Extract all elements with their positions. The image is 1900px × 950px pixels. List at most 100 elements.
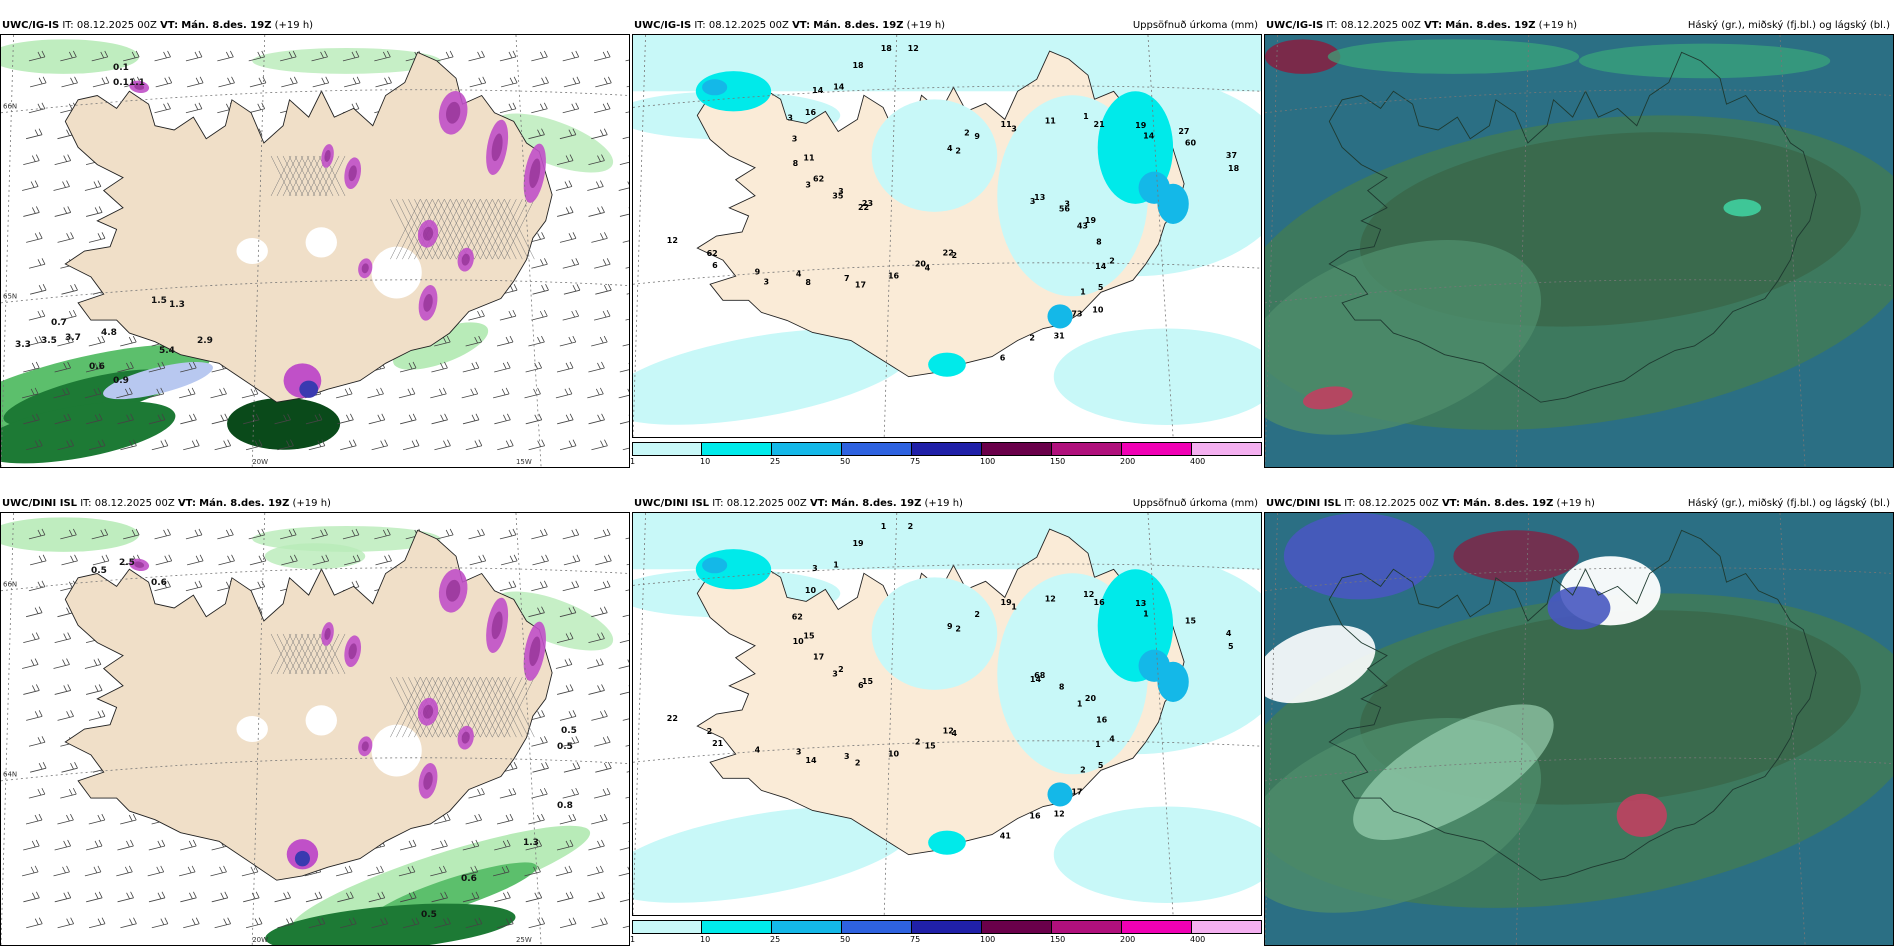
wind-value-label: 0.8 <box>557 801 573 811</box>
lead-time: (+19 h) <box>1556 498 1595 509</box>
precip-value-label: 5 <box>1098 283 1104 292</box>
colorbar-tick-label: 50 <box>840 457 851 466</box>
precip-value-label: 62 <box>813 175 824 184</box>
precip-value-label: 12 <box>908 44 919 53</box>
precip-value-label: 4 <box>947 144 953 153</box>
colorbar-tick-label: 10 <box>700 935 711 944</box>
model-name: UWC/IG-IS <box>634 20 692 31</box>
init-time: 08.12.2025 00Z <box>708 20 789 31</box>
panel-wind-dini: UWC/DINI ISL IT: 08.12.2025 00Z VT: Mán.… <box>0 496 630 946</box>
precip-value-label: 14 <box>805 756 817 765</box>
precip-value-label: 22 <box>858 203 869 212</box>
precip-value-label: 2 <box>974 610 980 619</box>
map-cloud-top[interactable] <box>1264 34 1894 468</box>
init-time: 08.12.2025 00Z <box>76 20 157 31</box>
model-name: UWC/DINI ISL <box>634 498 710 509</box>
precip-value-label: 2 <box>955 146 961 155</box>
wind-value-label: 0.1 <box>113 78 129 88</box>
precip-value-label: 10 <box>888 749 900 758</box>
precip-value-label: 3 <box>796 747 802 756</box>
precip-value-label: 17 <box>1071 788 1082 797</box>
map-precip-bottom[interactable]: 14 3 2 2 2 1 2 1 1 2 1 16 15 5 3 2 1 15 16 12 10 8 4 2 17 17 15 10 1… <box>632 512 1262 916</box>
grid-label: 20W <box>252 458 268 466</box>
precip-value-label: 2 <box>955 624 961 633</box>
map-wind-bottom[interactable]: 66N 64N 20W 25W 0.5 2.5 0.6 0.5 0.5 0.8 1.3 0.6 0.5 <box>0 512 630 946</box>
precip-value-label: 13 <box>1135 599 1146 608</box>
wind-value-label: 0.5 <box>91 566 107 576</box>
model-name: UWC/DINI ISL <box>2 498 78 509</box>
panel-field-title: Uppsöfnuð úrkoma (mm) <box>1132 498 1258 509</box>
map-cloud-bottom[interactable] <box>1264 512 1894 946</box>
precip-value-label: 14 <box>812 86 824 95</box>
colorbar-tick-label: 150 <box>1050 457 1066 466</box>
colorbar-frame <box>632 920 1262 934</box>
precip-value-label: 1 <box>881 522 887 531</box>
wind-value-label: 0.1 <box>113 63 129 73</box>
precip-value-label: 73 <box>1071 310 1082 319</box>
wind-value-label: 5.4 <box>159 346 175 356</box>
precip-value-label: 10 <box>1092 306 1104 315</box>
precip-value-label: 20 <box>915 260 927 269</box>
precip-value-label: 60 <box>1185 139 1197 148</box>
colorbar-tick-label: 75 <box>910 457 921 466</box>
map-precip-top[interactable]: 3 4 2 1 3 14 20 14 43 62 3 2 11 18 7 12 14 23 21 22 16 56 9 9 73… <box>632 34 1262 438</box>
precip-value-label: 1 <box>1083 112 1089 121</box>
panel-precip-igis: UWC/IG-IS IT: 08.12.2025 00Z VT: Mán. 8.… <box>630 18 1262 468</box>
precip-value-label: 21 <box>1094 120 1106 129</box>
precip-value-label: 2 <box>1029 334 1035 343</box>
precip-value-label: 4 <box>1109 734 1115 743</box>
colorbar-tick-label: 1 <box>630 935 636 944</box>
precip-value-label: 41 <box>1000 832 1012 841</box>
precip-value-label: 14 <box>1143 131 1155 140</box>
precip-value-label: 2 <box>964 129 970 138</box>
precip-value-label: 22 <box>667 714 678 723</box>
vt-label: VT: <box>809 498 828 509</box>
precip-value-label: 1 <box>833 560 839 569</box>
precip-value-label: 4 <box>1226 629 1232 638</box>
precip-value-label: 3 <box>792 134 798 143</box>
precip-value-label: 19 <box>1085 216 1097 225</box>
precip-value-label: 3 <box>1030 197 1036 206</box>
lead-time: (+19 h) <box>274 20 314 31</box>
precip-value-label: 15 <box>925 741 937 750</box>
map-wind-top[interactable]: 66N 65N 20W 15W 0.1 0.1 1.1 0.7 3.5 3.7 4.8 5.4 2.9 0… <box>0 34 630 468</box>
vt-label: VT: <box>177 498 196 509</box>
model-name: UWC/IG-IS <box>2 20 60 31</box>
precip-value-label: 13 <box>1034 193 1045 202</box>
precip-value-label: 3 <box>838 187 844 196</box>
precip-value-label: 11 <box>803 153 815 162</box>
precip-value-label: 16 <box>805 108 817 117</box>
precip-value-label: 1 <box>1143 609 1149 618</box>
precip-value-label: 14 <box>1095 262 1107 271</box>
panel-field-title: Háský (gr.), miðský (fj.bl.) og lágský (… <box>1687 498 1890 509</box>
valid-time: Mán. 8.des. 19Z <box>181 20 272 31</box>
grid-label: 25W <box>516 936 532 944</box>
precip-value-label: 6 <box>858 681 864 690</box>
init-time: 08.12.2025 00Z <box>94 498 175 509</box>
valid-time: Mán. 8.des. 19Z <box>1445 20 1536 31</box>
precip-value-label: 16 <box>1096 715 1108 724</box>
panel-header: UWC/DINI ISL IT: 08.12.2025 00Z VT: Mán.… <box>1264 496 1894 512</box>
precip-value-label: 9 <box>947 622 953 631</box>
model-name: UWC/DINI ISL <box>1266 498 1342 509</box>
precip-value-label: 1 <box>1011 603 1017 612</box>
colorbar-segment <box>982 920 1052 934</box>
it-label: IT: <box>712 498 724 509</box>
precip-value-label: 3 <box>764 277 770 286</box>
colorbar-segment <box>1122 442 1192 456</box>
precip-value-label: 1 <box>1077 700 1083 709</box>
wind-value-label: 2.5 <box>119 558 135 568</box>
colorbar-tick-label: 200 <box>1120 935 1136 944</box>
panel-header: UWC/DINI ISL IT: 08.12.2025 00Z VT: Mán.… <box>632 496 1262 512</box>
precip-value-label: 62 <box>792 612 803 621</box>
wind-value-label: 4.8 <box>101 328 117 338</box>
precip-value-label: 12 <box>667 236 678 245</box>
precip-value-label: 11 <box>1001 120 1013 129</box>
precip-value-label: 15 <box>803 631 815 640</box>
wind-value-label: 3.5 <box>41 336 57 346</box>
colorbar-tick-label: 200 <box>1120 457 1136 466</box>
grid-label: 65N <box>3 293 17 301</box>
wind-value-label: 0.5 <box>561 726 577 736</box>
grid-label: 66N <box>3 102 17 110</box>
vt-label: VT: <box>1441 498 1460 509</box>
